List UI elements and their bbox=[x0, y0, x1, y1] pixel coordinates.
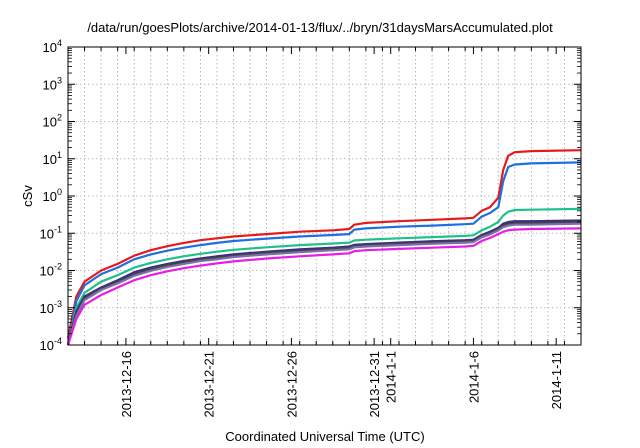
series-line-7 bbox=[66, 227, 582, 346]
x-tick-label: 2013-12-26 bbox=[284, 351, 299, 418]
x-tick-label: 2014-1-6 bbox=[466, 351, 481, 403]
x-tick-label: 2013-12-16 bbox=[119, 351, 134, 418]
x-tick-label: 2013-12-31 bbox=[367, 351, 382, 418]
series-lines bbox=[66, 149, 582, 346]
grid-lines bbox=[68, 47, 581, 345]
axis-ticks bbox=[68, 46, 581, 346]
series-line-4 bbox=[66, 219, 582, 346]
x-tick-label: 2014-1-11 bbox=[549, 351, 564, 409]
y-tick-label: 101 bbox=[43, 150, 62, 167]
y-tick-label: 104 bbox=[43, 38, 62, 55]
y-tick-labels: 10-4 10-3 10-2 10-1 100 101 102 103 104 bbox=[40, 38, 62, 353]
series-line-2 bbox=[66, 161, 582, 346]
y-tick-label: 100 bbox=[43, 187, 62, 204]
x-tick-label: 2013-12-21 bbox=[202, 351, 217, 418]
x-tick-labels: 2013-12-16 2013-12-21 2013-12-26 2013-12-31… bbox=[119, 351, 564, 418]
y-tick-label: 10-1 bbox=[40, 224, 62, 241]
series-line-5 bbox=[66, 220, 582, 346]
y-tick-label: 102 bbox=[43, 113, 62, 130]
x-tick-label: 2014-1-1 bbox=[384, 351, 399, 403]
y-axis-label: cSv bbox=[20, 185, 35, 207]
x-axis-label: Coordinated Universal Time (UTC) bbox=[225, 429, 424, 444]
chart-title: /data/run/goesPlots/archive/2014-01-13/f… bbox=[87, 20, 553, 35]
series-line-3 bbox=[66, 207, 582, 346]
series-line-6 bbox=[66, 222, 582, 346]
y-tick-label: 10-2 bbox=[40, 262, 62, 279]
y-tick-label: 10-4 bbox=[40, 336, 62, 353]
y-tick-label: 103 bbox=[43, 75, 62, 92]
y-tick-label: 10-3 bbox=[40, 299, 62, 316]
series-line-1 bbox=[66, 149, 582, 339]
